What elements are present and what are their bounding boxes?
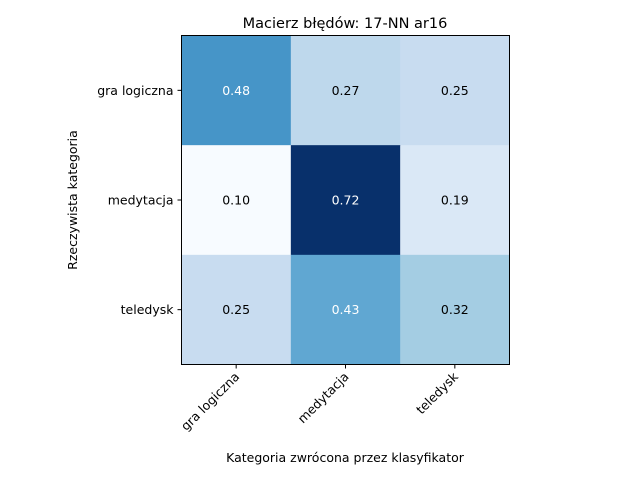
x-axis-label: Kategoria zwrócona przez klasyfikator — [226, 450, 465, 465]
x-tick-label: teledysk — [413, 368, 462, 417]
heatmap-cell-r0-c0 — [181, 35, 292, 146]
cell-value-label-r0-c2: 0.25 — [441, 83, 469, 98]
cell-value-label-r2-c2: 0.32 — [441, 302, 469, 317]
cell-value-label-r0-c0: 0.48 — [222, 83, 250, 98]
heatmap-cell-r1-c2 — [400, 145, 510, 256]
x-tick-label: gra logiczna — [178, 369, 243, 434]
heatmap-cell-r2-c2 — [400, 254, 510, 365]
cell-value-label-r0-c1: 0.27 — [332, 83, 360, 98]
heatmap-cell-r2-c0 — [181, 254, 292, 365]
y-axis-ticks: gra logiczna medytacja teledysk — [97, 83, 182, 317]
heatmap-cell-r0-c2 — [400, 35, 510, 146]
chart-title: Macierz błędów: 17-NN ar16 — [243, 16, 448, 32]
y-tick-label: teledysk — [121, 302, 175, 317]
cell-value-label-r2-c1: 0.43 — [332, 302, 360, 317]
y-tick-label: gra logiczna — [97, 83, 173, 98]
heatmap-cell-r1-c0 — [181, 145, 292, 256]
heatmap-cell-labels: 0.48 0.27 0.25 0.10 0.72 0.19 0.25 0.43 0.32 — [222, 83, 469, 317]
y-tick-label: medytacja — [108, 193, 174, 208]
x-tick-label: medytacja — [295, 369, 352, 426]
cell-value-label-r2-c0: 0.25 — [222, 302, 250, 317]
heatmap-cell-r0-c1 — [290, 35, 401, 146]
y-axis-label: Rzeczywista kategoria — [65, 130, 80, 270]
heatmap-cells — [181, 35, 510, 365]
cell-value-label-r1-c1: 0.72 — [332, 193, 360, 208]
heatmap-cell-r2-c1 — [290, 254, 401, 365]
x-axis-ticks: gra logiczna medytacja teledysk — [178, 364, 462, 434]
cell-value-label-r1-c0: 0.10 — [222, 193, 250, 208]
heatmap-cell-r1-c1 — [290, 145, 401, 256]
cell-value-label-r1-c2: 0.19 — [441, 193, 469, 208]
